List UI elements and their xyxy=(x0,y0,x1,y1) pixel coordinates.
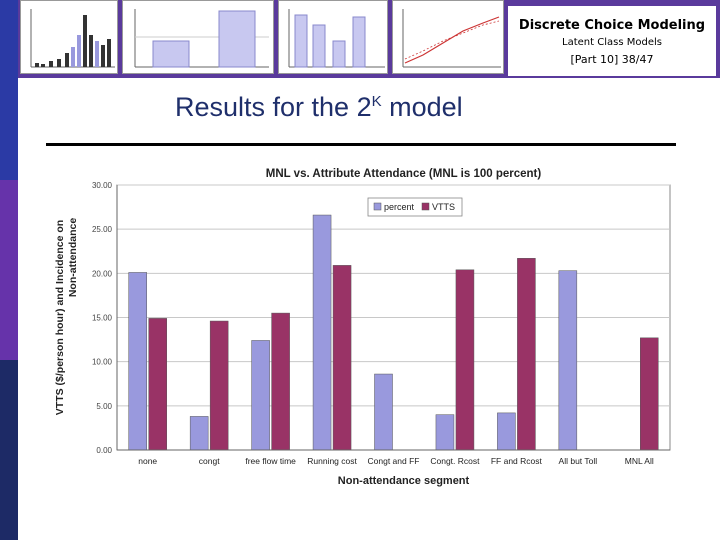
x-tick-label: none xyxy=(138,456,157,466)
thumbnail-line-chart-graphic xyxy=(402,9,501,68)
x-tick-label: Congt. Rcost xyxy=(430,456,480,466)
slide-title-tail: model xyxy=(381,92,463,122)
legend-swatch xyxy=(373,202,382,211)
x-tick-label: congt xyxy=(199,456,220,466)
x-tick-label: free flow time xyxy=(245,456,296,466)
thumbnail-bar-chart xyxy=(20,0,118,74)
slide-title: Results for the 2K model xyxy=(175,92,463,123)
vtts-bar xyxy=(517,258,536,451)
left-accent-bar xyxy=(0,0,18,540)
y-tick-label: 0.00 xyxy=(96,446,112,455)
y-tick-label: 5.00 xyxy=(96,402,112,411)
vtts-bar xyxy=(640,337,659,451)
left-bar-segment-middle xyxy=(0,180,18,360)
page-indicator: [Part 10] 38/47 xyxy=(570,53,654,66)
percent-bar xyxy=(128,272,147,451)
course-header: Discrete Choice Modeling Latent Class Mo… xyxy=(506,4,718,78)
x-tick-label: All but Toll xyxy=(559,456,598,466)
thumbnail-column-chart xyxy=(278,0,388,74)
percent-bar xyxy=(497,412,516,451)
vtts-bar xyxy=(332,265,352,451)
percent-bar xyxy=(189,416,209,451)
left-bar-segment-top xyxy=(0,0,18,180)
thumbnail-two-bar-chart-graphic xyxy=(134,9,269,68)
vtts-bar xyxy=(455,269,475,451)
thumbnail-line-chart xyxy=(392,0,504,74)
vtts-bar xyxy=(209,320,229,451)
vtts-bar xyxy=(148,318,167,451)
bar-chart: MNL vs. Attribute Attendance (MNL is 100… xyxy=(54,168,671,487)
y-tick-label: 30.00 xyxy=(92,181,113,190)
y-axis-label-line2: Non-attendance xyxy=(67,218,79,298)
y-tick-label: 15.00 xyxy=(92,314,113,323)
slide-title-superscript: K xyxy=(371,93,382,110)
x-tick-label: MNL All xyxy=(625,456,654,466)
vtts-bar xyxy=(271,312,290,451)
thumbnail-two-bar-chart xyxy=(122,0,274,74)
y-axis-label-line1: VTTS ($/person hour) and Incidence on xyxy=(54,220,66,415)
x-tick-label: Running cost xyxy=(307,456,357,466)
percent-bar xyxy=(435,414,455,451)
legend-label: percent xyxy=(384,202,415,212)
legend-label: VTTS xyxy=(432,202,455,212)
y-tick-label: 10.00 xyxy=(92,358,113,367)
x-tick-label: FF and Rcost xyxy=(491,456,543,466)
legend-box xyxy=(367,197,463,217)
thumbnail-bar-chart-graphic xyxy=(30,9,115,68)
left-bar-segment-bottom xyxy=(0,360,18,540)
x-tick-label: Congt and FF xyxy=(368,456,420,466)
legend-swatch xyxy=(421,202,430,211)
course-subtitle: Latent Class Models xyxy=(562,37,662,48)
percent-bar xyxy=(312,214,332,451)
percent-bar xyxy=(374,373,393,451)
chart-title: MNL vs. Attribute Attendance (MNL is 100… xyxy=(266,168,542,180)
y-tick-label: 20.00 xyxy=(92,269,113,278)
percent-bar xyxy=(251,340,270,451)
percent-bar xyxy=(558,270,578,451)
slide-title-main: Results for the 2 xyxy=(175,92,372,122)
thumbnail-column-chart-graphic xyxy=(288,9,385,68)
chart-container: MNL vs. Attribute Attendance (MNL is 100… xyxy=(50,160,680,500)
y-tick-label: 25.00 xyxy=(92,225,113,234)
x-axis-label: Non-attendance segment xyxy=(338,475,470,487)
course-title: Discrete Choice Modeling xyxy=(518,18,706,33)
title-rule xyxy=(46,143,676,146)
